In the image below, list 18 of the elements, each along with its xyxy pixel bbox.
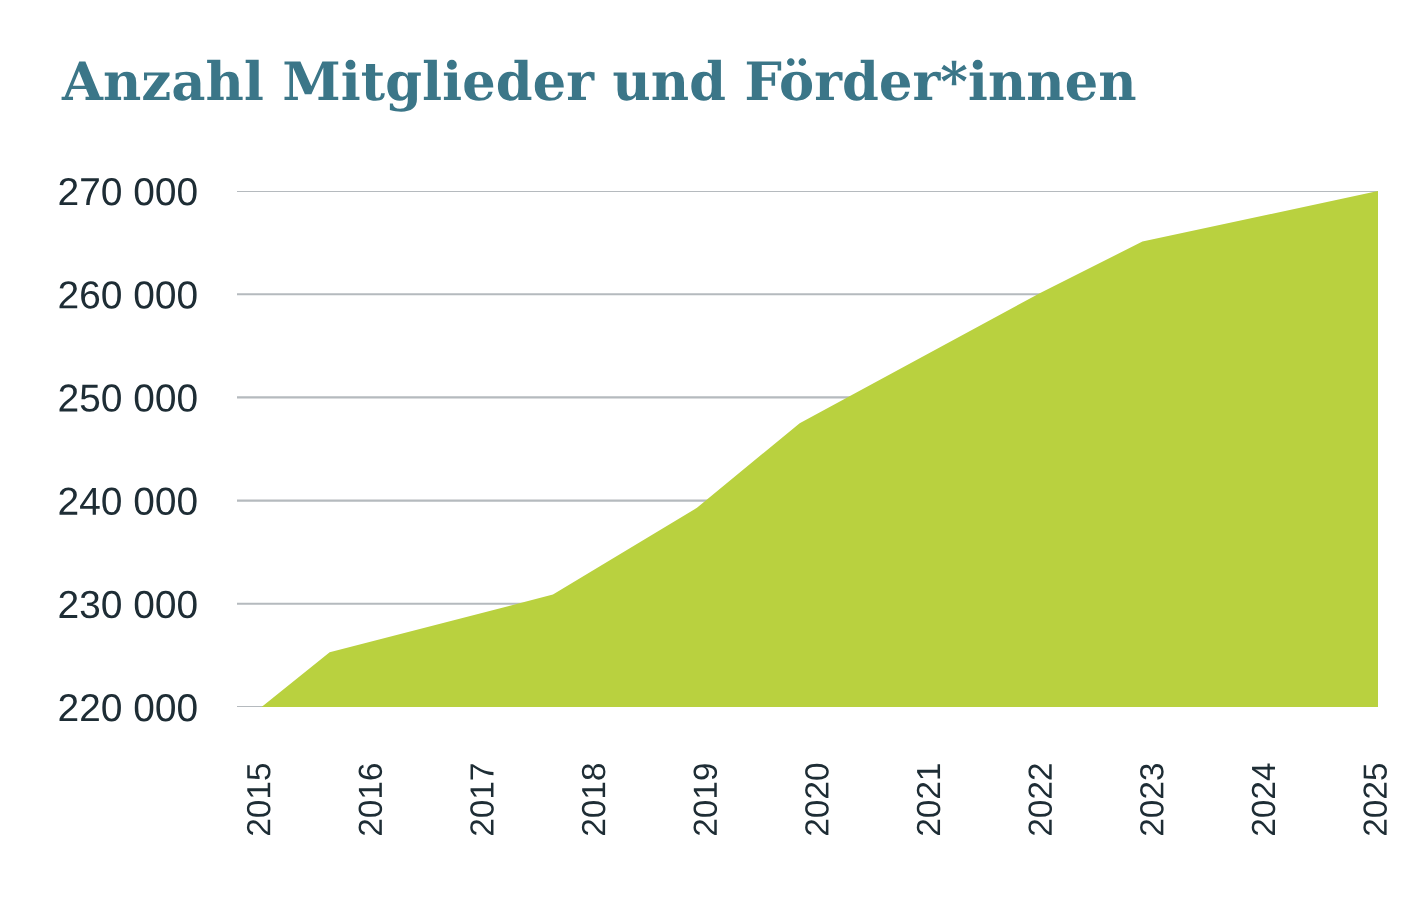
x-tick-label: 2015 [246, 763, 271, 836]
x-tick-label: 2023 [1140, 764, 1164, 836]
x-tick-label: 2017 [470, 764, 494, 836]
x-tick-label: 2024 [1251, 763, 1276, 836]
y-tick-label: 220 000 [59, 693, 197, 722]
x-tick-label: 2019 [693, 764, 718, 836]
y-tick-label: 230 000 [59, 590, 197, 619]
x-tick-label: 2022 [1028, 764, 1053, 836]
y-tick-label: 240 000 [59, 487, 197, 516]
x-tick-label: 2018 [581, 764, 606, 836]
y-tick-label: 270 000 [59, 177, 197, 206]
x-tick-label: 2021 [916, 764, 941, 836]
x-tick-label: 2016 [358, 764, 383, 836]
chart-title: Anzahl Mitglieder und Förder*innen [61, 58, 1136, 112]
x-tick-label: 2020 [805, 763, 829, 836]
y-tick-label: 260 000 [59, 281, 197, 309]
x-tick-label: 2025 [1363, 763, 1387, 836]
y-tick-label: 250 000 [59, 384, 197, 412]
